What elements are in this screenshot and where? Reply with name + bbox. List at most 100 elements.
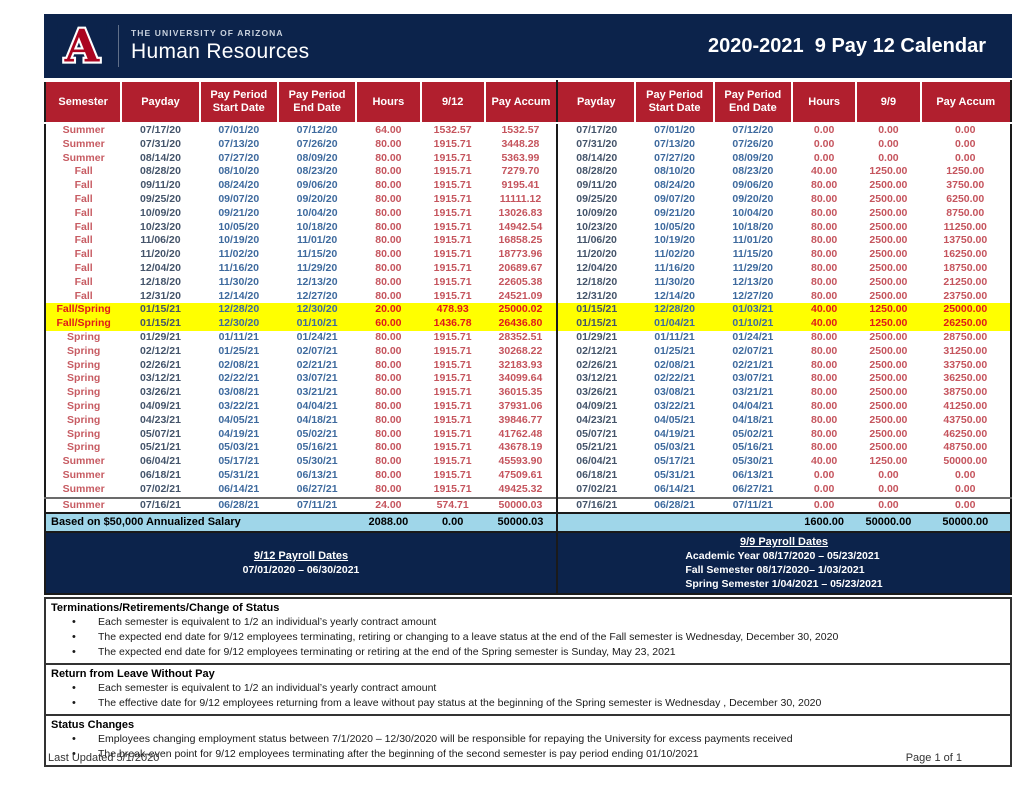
value-cell: 03/08/21 xyxy=(199,386,278,400)
column-header: Semester xyxy=(43,80,123,124)
column-header: 9/9 xyxy=(855,80,922,124)
value-cell: 0.00 xyxy=(856,482,921,498)
value-cell: 03/26/21 xyxy=(121,386,200,400)
value-cell: 80.00 xyxy=(792,344,857,359)
value-cell: 23750.00 xyxy=(920,289,1011,304)
value-cell: 80.00 xyxy=(356,344,421,359)
value-cell: 01/24/21 xyxy=(713,330,793,345)
nine-twelve-lines: 07/01/2020 – 06/30/2021 xyxy=(243,563,360,577)
value-cell: 05/02/21 xyxy=(713,427,793,442)
bullet-item: Employees changing employment status bet… xyxy=(46,732,1010,747)
value-cell: 80.00 xyxy=(356,275,421,290)
value-cell: 12/18/20 xyxy=(121,275,200,290)
value-cell: 07/17/20 xyxy=(557,123,636,138)
value-cell: 28352.51 xyxy=(484,330,559,345)
value-cell: 80.00 xyxy=(356,137,421,152)
bullet-item: The expected end date for 9/12 employees… xyxy=(46,645,1010,660)
value-cell: 80.00 xyxy=(356,289,421,304)
value-cell: 2500.00 xyxy=(856,330,921,345)
value-cell: 8750.00 xyxy=(920,206,1011,221)
value-cell: 0.00 xyxy=(792,123,857,138)
value-cell: 06/04/21 xyxy=(121,455,200,469)
value-cell: 11/06/20 xyxy=(557,234,636,249)
value-cell: 28750.00 xyxy=(920,330,1011,345)
value-cell: 11/20/20 xyxy=(121,248,200,262)
table-row: Fall 10/09/20 09/21/20 10/04/20 80.00 1915.71… xyxy=(45,206,1011,221)
value-cell: 1915.71 xyxy=(420,151,485,166)
value-cell: 10/18/20 xyxy=(713,220,793,235)
bullet-item: Each semester is equivalent to 1/2 an in… xyxy=(46,615,1010,630)
section-bullet-list: Each semester is equivalent to 1/2 an in… xyxy=(46,615,1010,660)
semester-cell: Fall xyxy=(45,192,122,207)
notes-section: Terminations/Retirements/Change of Statu… xyxy=(46,599,1010,666)
value-cell: 0.00 xyxy=(920,123,1011,138)
value-cell: 10/04/20 xyxy=(277,206,357,221)
semester-cell: Spring xyxy=(45,330,122,345)
value-cell: 07/27/20 xyxy=(199,151,278,166)
value-cell: 02/22/21 xyxy=(635,372,714,387)
value-cell: 03/22/21 xyxy=(635,399,714,414)
value-cell: 03/12/21 xyxy=(557,372,636,387)
value-cell: 07/12/20 xyxy=(277,123,357,138)
nine-nine-lines: Academic Year 08/17/2020 – 05/23/2021 Fal… xyxy=(685,549,882,591)
semester-cell: Spring xyxy=(45,399,122,414)
value-cell: 08/23/20 xyxy=(277,165,357,180)
table-row: Summer 07/31/20 07/13/20 07/26/20 80.00 1915.… xyxy=(45,137,1011,152)
value-cell: 80.00 xyxy=(792,179,857,193)
table-row: Fall 09/11/20 08/24/20 09/06/20 80.00 1915.71… xyxy=(45,179,1011,193)
value-cell: 08/14/20 xyxy=(121,151,200,166)
value-cell: 10/19/20 xyxy=(635,234,714,249)
value-cell: 02/07/21 xyxy=(713,344,793,359)
value-cell: 12/30/20 xyxy=(277,303,357,318)
value-cell: 05/17/21 xyxy=(199,455,278,469)
value-cell: 50000.00 xyxy=(920,455,1011,469)
value-cell: 02/21/21 xyxy=(277,358,357,373)
table-row: Summer 07/17/20 07/01/20 07/12/20 64.00 1532.… xyxy=(45,123,1011,138)
table-header: Semester Payday Pay Period Start Date Pay P… xyxy=(43,80,1013,124)
value-cell: 13750.00 xyxy=(920,234,1011,249)
value-cell: 06/14/21 xyxy=(199,482,278,498)
university-of-arizona-logo-icon: A xyxy=(56,21,108,71)
value-cell: 05/03/21 xyxy=(635,441,714,456)
value-cell: 1915.71 xyxy=(420,165,485,180)
value-cell: 09/20/20 xyxy=(277,192,357,207)
table-row: Spring 05/07/21 04/19/21 05/02/21 80.00 1915.… xyxy=(45,427,1011,442)
value-cell: 11/29/20 xyxy=(713,261,793,276)
value-cell: 50000.03 xyxy=(484,496,559,514)
department-name: Human Resources xyxy=(131,40,310,63)
value-cell: 7279.70 xyxy=(484,165,559,180)
value-cell: 34099.64 xyxy=(484,372,559,387)
value-cell: 05/31/21 xyxy=(199,468,278,483)
value-cell: 32183.93 xyxy=(484,358,559,373)
value-cell: 0.00 xyxy=(856,123,921,138)
value-cell: 08/09/20 xyxy=(713,151,793,166)
value-cell: 04/23/21 xyxy=(557,413,636,428)
value-cell: 30268.22 xyxy=(484,344,559,359)
value-cell: 10/23/20 xyxy=(557,220,636,235)
value-cell: 80.00 xyxy=(792,248,857,262)
value-cell: 16858.25 xyxy=(484,234,559,249)
value-cell: 04/18/21 xyxy=(713,413,793,428)
value-cell: 80.00 xyxy=(356,234,421,249)
value-cell: 80.00 xyxy=(356,427,421,442)
value-cell: 01/24/21 xyxy=(277,330,357,345)
value-cell: 01/11/21 xyxy=(199,330,278,345)
value-cell: 80.00 xyxy=(356,261,421,276)
value-cell: 05/07/21 xyxy=(557,427,636,442)
value-cell: 80.00 xyxy=(356,386,421,400)
value-cell: 08/28/20 xyxy=(557,165,636,180)
table-row: Summer 07/16/21 06/28/21 07/11/21 24.00 574.7… xyxy=(45,496,1011,514)
nine-twelve-title: 9/12 Payroll Dates xyxy=(253,550,349,563)
value-cell: 02/12/21 xyxy=(121,344,200,359)
value-cell: 2500.00 xyxy=(856,358,921,373)
value-cell: 1915.71 xyxy=(420,468,485,483)
value-cell: 80.00 xyxy=(792,206,857,221)
value-cell: 01/15/21 xyxy=(557,303,636,318)
value-cell: 22605.38 xyxy=(484,275,559,290)
value-cell: 07/27/20 xyxy=(635,151,714,166)
table-body: Summer 07/17/20 07/01/20 07/12/20 64.00 1532.… xyxy=(45,123,1011,534)
pay-calendar-table: Semester Payday Pay Period Start Date Pay P… xyxy=(43,80,1013,534)
value-cell: 03/21/21 xyxy=(713,386,793,400)
value-cell: 07/13/20 xyxy=(635,137,714,152)
semester-cell: Spring xyxy=(45,427,122,442)
